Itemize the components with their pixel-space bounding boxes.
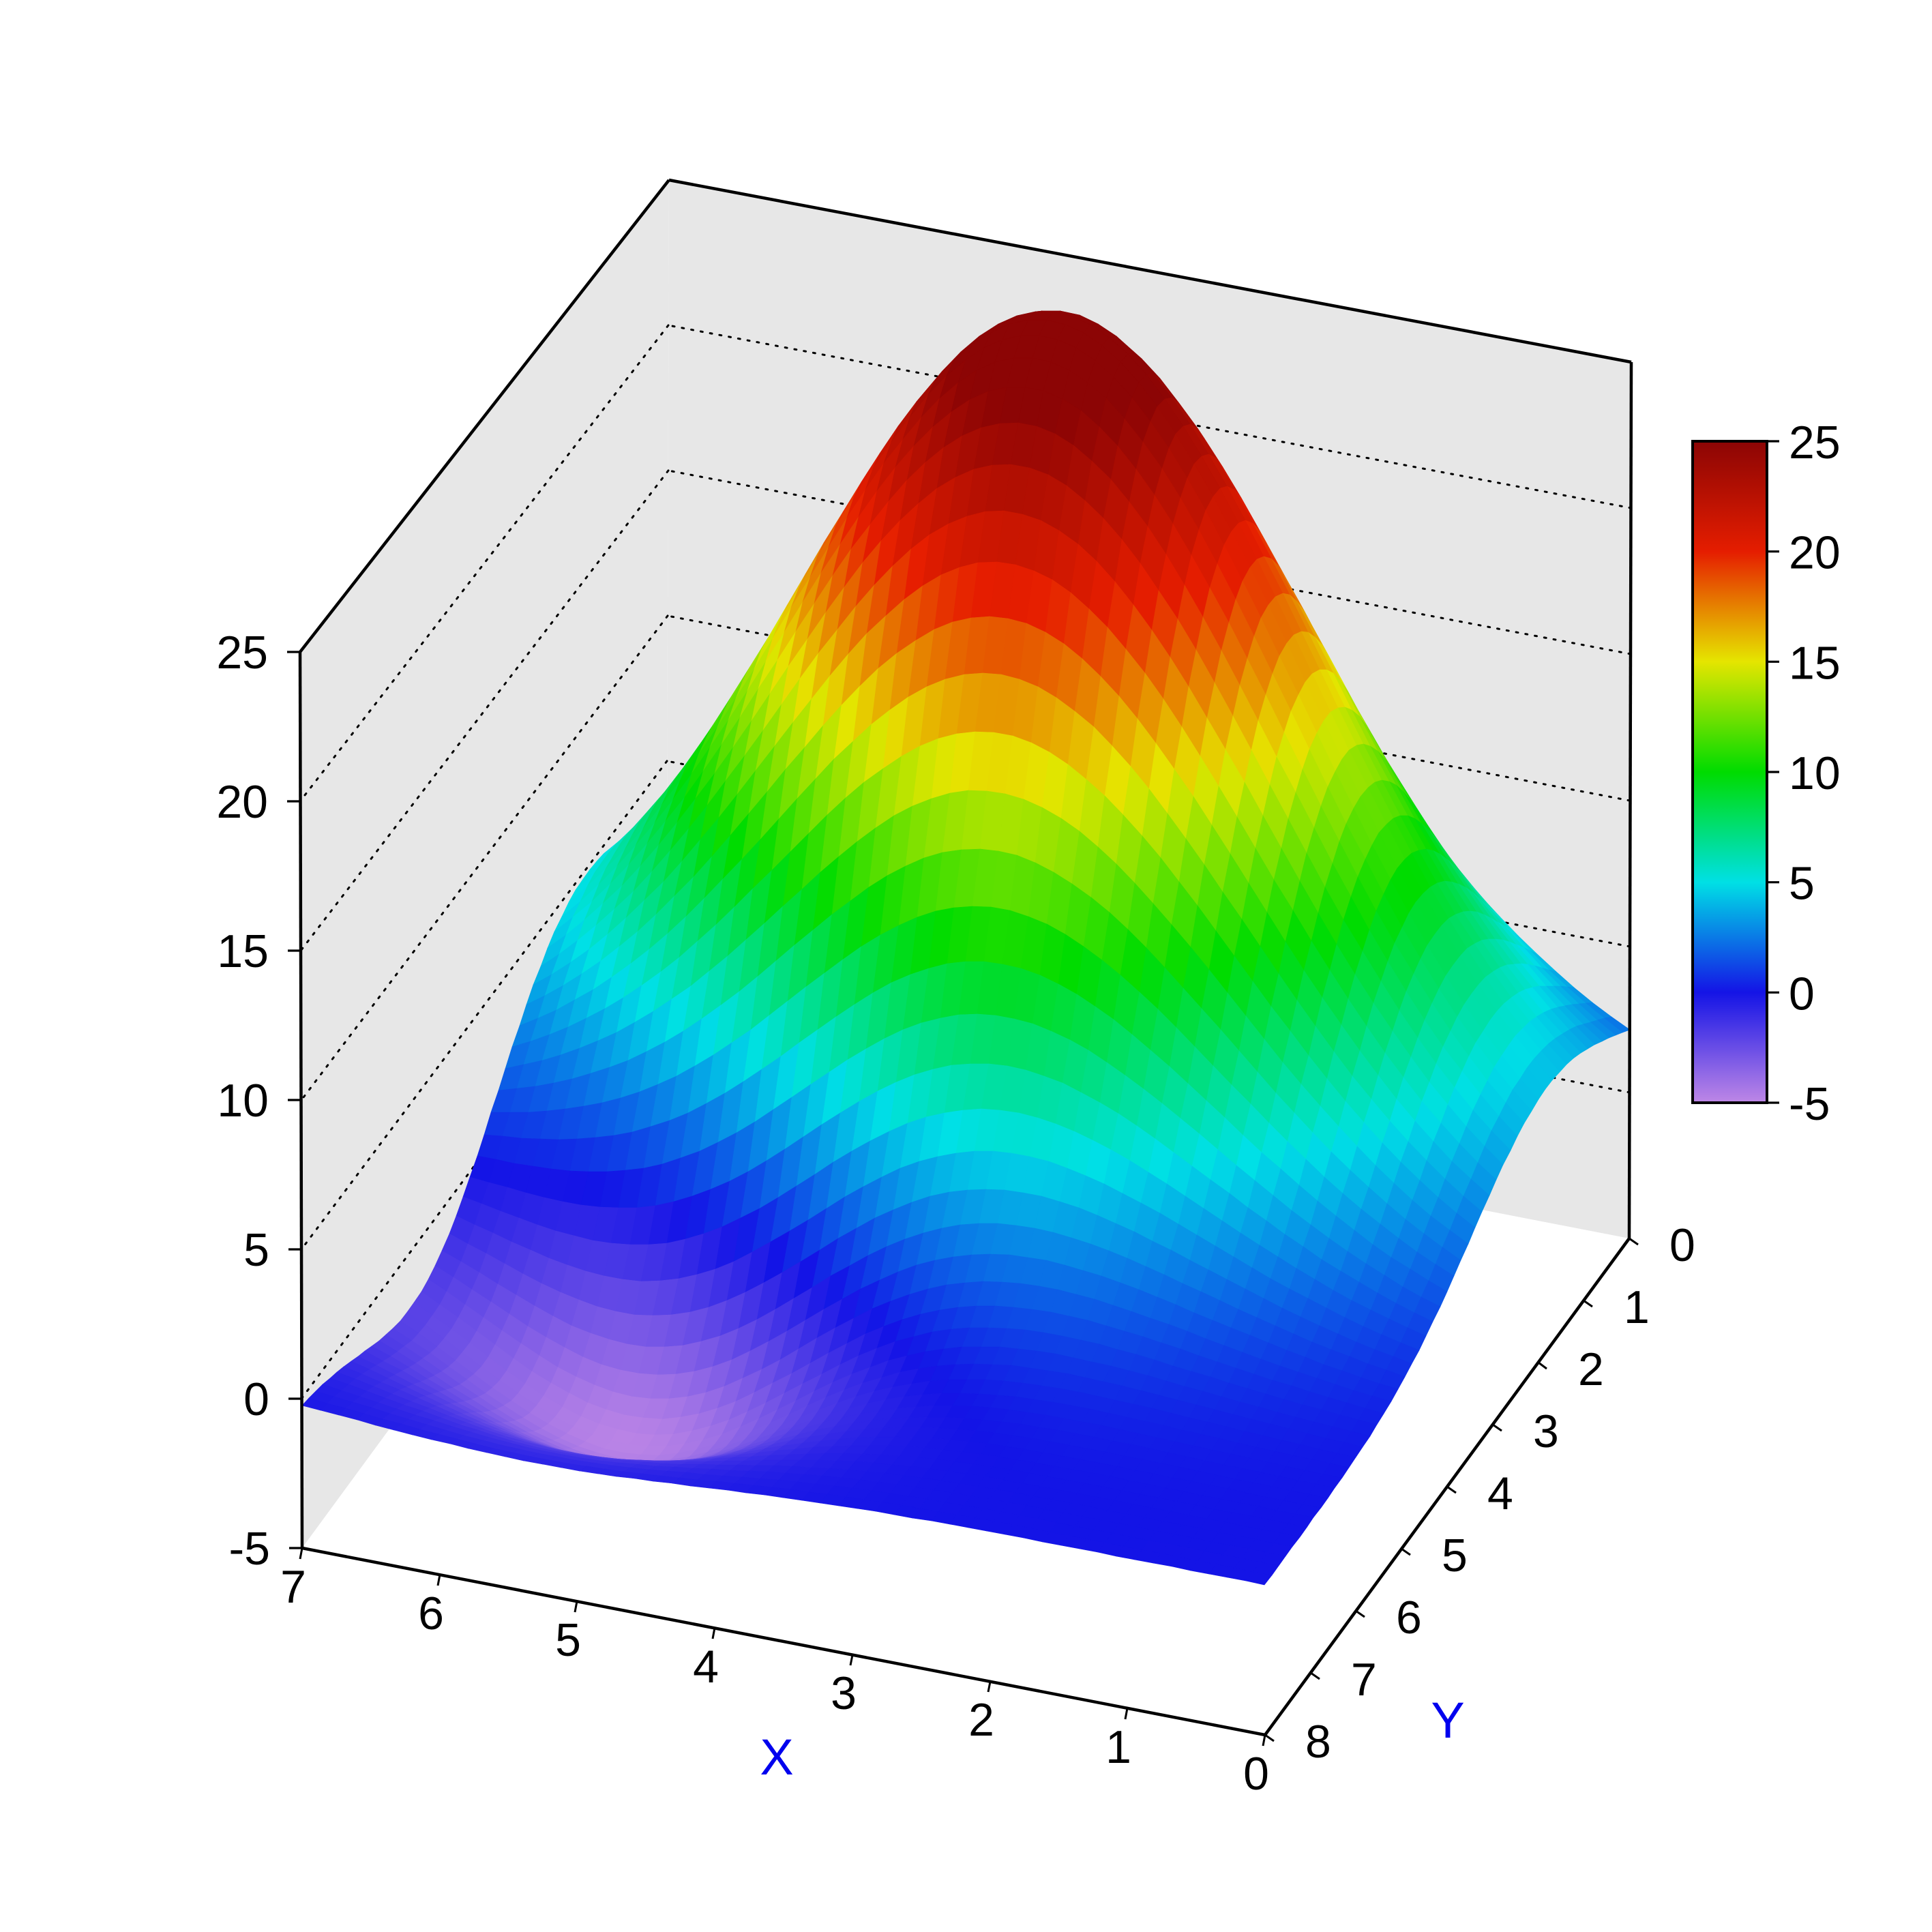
svg-text:1: 1 bbox=[1105, 1721, 1131, 1773]
svg-text:0: 0 bbox=[243, 1373, 269, 1425]
svg-text:-5: -5 bbox=[229, 1523, 270, 1575]
svg-text:1: 1 bbox=[1624, 1281, 1650, 1333]
svg-text:10: 10 bbox=[217, 1075, 269, 1127]
svg-text:Y: Y bbox=[1431, 1692, 1464, 1749]
svg-text:15: 15 bbox=[1789, 637, 1841, 689]
svg-text:2: 2 bbox=[968, 1694, 994, 1746]
svg-text:6: 6 bbox=[1396, 1592, 1422, 1644]
svg-text:4: 4 bbox=[693, 1641, 719, 1693]
svg-text:20: 20 bbox=[1789, 527, 1841, 579]
svg-text:4: 4 bbox=[1487, 1468, 1513, 1519]
svg-text:0: 0 bbox=[1669, 1219, 1695, 1271]
svg-text:2: 2 bbox=[1578, 1343, 1604, 1395]
svg-text:0: 0 bbox=[1243, 1748, 1269, 1800]
svg-text:5: 5 bbox=[1789, 858, 1815, 910]
svg-text:5: 5 bbox=[555, 1614, 581, 1666]
svg-text:25: 25 bbox=[1789, 417, 1841, 469]
svg-text:5: 5 bbox=[1442, 1530, 1468, 1581]
svg-text:10: 10 bbox=[1789, 747, 1841, 799]
svg-text:8: 8 bbox=[1305, 1716, 1331, 1768]
svg-text:7: 7 bbox=[1351, 1654, 1377, 1706]
svg-text:25: 25 bbox=[216, 627, 268, 679]
svg-text:7: 7 bbox=[280, 1561, 306, 1613]
svg-text:5: 5 bbox=[243, 1224, 269, 1276]
svg-text:15: 15 bbox=[217, 925, 269, 977]
svg-text:3: 3 bbox=[831, 1667, 857, 1719]
svg-text:3: 3 bbox=[1533, 1406, 1559, 1457]
svg-text:0: 0 bbox=[1789, 968, 1815, 1020]
svg-text:20: 20 bbox=[216, 776, 268, 828]
svg-text:6: 6 bbox=[418, 1588, 444, 1639]
svg-text:-5: -5 bbox=[1789, 1078, 1830, 1130]
svg-text:X: X bbox=[760, 1729, 793, 1785]
